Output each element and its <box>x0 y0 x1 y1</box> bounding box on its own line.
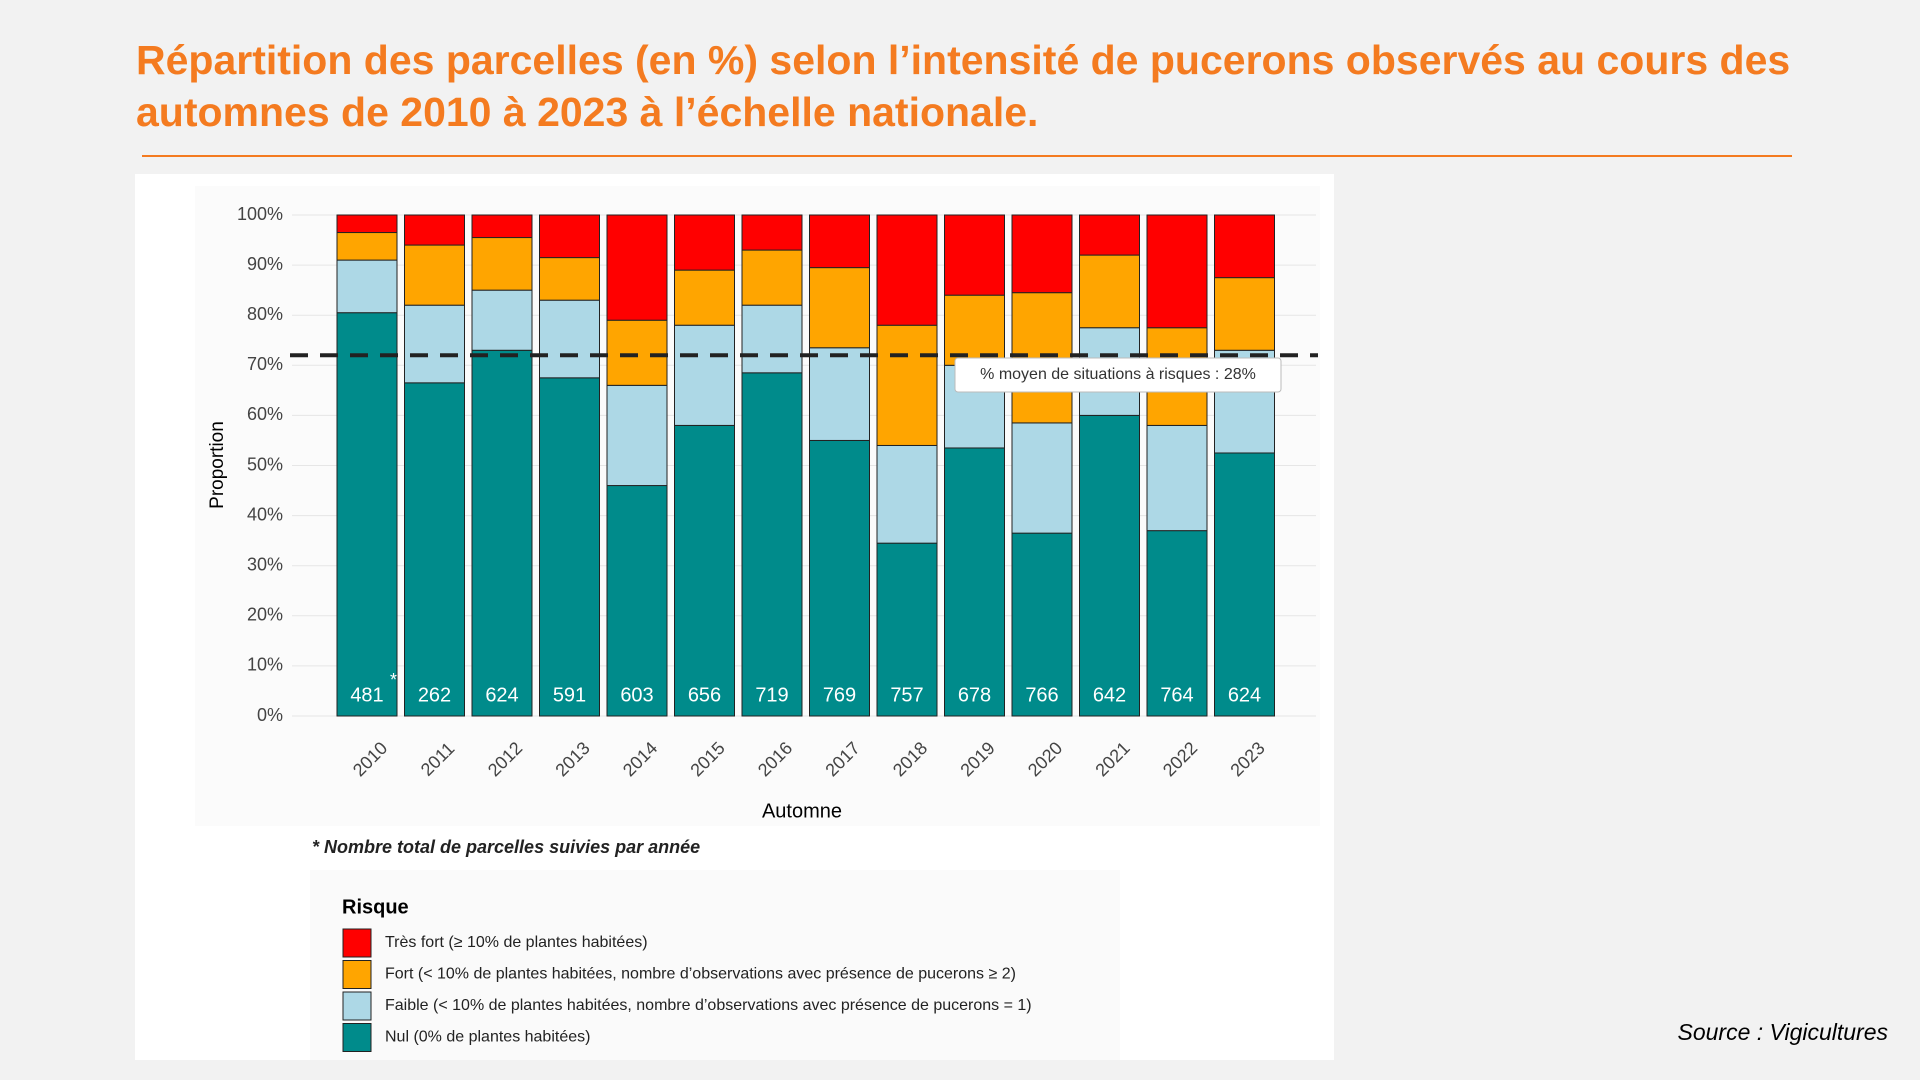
legend-swatch <box>342 991 372 1021</box>
legend-label: Fort (< 10% de plantes habitées, nombre … <box>385 966 1016 983</box>
y-tick-label: 50% <box>247 454 283 474</box>
y-tick-label: 100% <box>237 204 283 224</box>
bar-segment <box>336 214 398 234</box>
bar-segment <box>1079 414 1140 717</box>
legend-title: Risque <box>342 896 409 918</box>
count-label: 262 <box>418 684 451 706</box>
bar-segment <box>944 214 1005 296</box>
bar-segment <box>606 214 668 321</box>
legend-box <box>310 870 1120 1060</box>
annotation: % moyen de situations à risques : 28% <box>980 366 1256 383</box>
legend-label: Très fort (≥ 10% de plantes habitées) <box>385 934 648 951</box>
bar-segment <box>876 324 938 446</box>
bar-segment <box>606 485 668 717</box>
count-label: 481 <box>350 684 383 706</box>
count-label: 591 <box>553 684 586 706</box>
count-label: 678 <box>958 684 991 706</box>
legend-swatch <box>342 960 372 989</box>
bar-segment <box>809 347 870 441</box>
bar-segment <box>876 214 938 326</box>
y-tick-label: 30% <box>247 554 283 574</box>
bar-segment <box>809 214 870 269</box>
y-tick-label: 90% <box>247 254 283 274</box>
count-label: 769 <box>823 684 856 706</box>
count-label: 764 <box>1160 684 1193 706</box>
y-tick-label: 80% <box>247 304 283 324</box>
bar-segment <box>539 257 600 301</box>
annotation-box <box>954 357 1282 393</box>
bar-segment <box>674 214 735 271</box>
bar-segment <box>741 304 803 374</box>
bar-segment <box>404 214 465 246</box>
bar-segment <box>1011 214 1073 294</box>
count-label: 719 <box>755 684 788 706</box>
bar-segment <box>471 289 533 351</box>
bar-segment <box>876 542 938 717</box>
bar-segment <box>674 269 735 326</box>
y-tick-label: 0% <box>257 705 283 725</box>
y-tick-label: 20% <box>247 605 283 625</box>
bar-segment <box>1146 424 1208 532</box>
bar-segment <box>471 214 533 239</box>
bar-segment <box>336 312 398 717</box>
count-label: 624 <box>1228 684 1261 706</box>
y-tick-label: 10% <box>247 655 283 675</box>
bar-segment <box>471 349 533 717</box>
y-tick-label: 60% <box>247 404 283 424</box>
bar-segment <box>1214 452 1275 717</box>
bar-segment <box>1011 422 1073 534</box>
bar-segment <box>1214 214 1275 279</box>
bar-segment <box>674 324 735 426</box>
bar-segment <box>404 244 465 306</box>
bar-segment <box>539 299 600 379</box>
count-label: 757 <box>890 684 923 706</box>
bar-segment <box>1079 254 1140 329</box>
bar-segment <box>471 237 533 291</box>
bar-segment <box>1079 214 1140 256</box>
bar-segment <box>539 377 600 717</box>
y-tick-label: 40% <box>247 504 283 524</box>
legend-label: Faible (< 10% de plantes habitées, nombr… <box>385 997 1032 1014</box>
bar-segment <box>336 259 398 314</box>
bar-segment <box>1146 530 1208 717</box>
count-note: * <box>390 670 397 690</box>
bar-segment <box>1146 214 1208 329</box>
bar-segment <box>404 304 465 384</box>
bar-segment <box>606 319 668 386</box>
footnote: * Nombre total de parcelles suivies par … <box>312 837 700 857</box>
legend-swatch <box>342 928 372 958</box>
count-label: 642 <box>1093 684 1126 706</box>
bar-segment <box>539 214 600 259</box>
bar-segment <box>876 444 938 544</box>
count-label: 656 <box>688 684 721 706</box>
bar-segment <box>1214 277 1275 351</box>
bar-segment <box>741 249 803 306</box>
bar-segment <box>1011 532 1073 717</box>
count-label: 766 <box>1025 684 1058 706</box>
legend-label: Nul (0% de plantes habitées) <box>385 1029 590 1046</box>
bar-segment <box>404 382 465 717</box>
legend-swatch <box>342 1023 372 1052</box>
y-axis-label: Proportion <box>207 421 228 509</box>
bar-segment <box>809 439 870 717</box>
y-tick-label: 70% <box>247 354 283 374</box>
count-label: 624 <box>485 684 518 706</box>
bar-segment <box>944 447 1005 717</box>
bar-segment <box>741 372 803 717</box>
bar-segment <box>674 424 735 717</box>
bar-segment <box>809 267 870 349</box>
bar-segment <box>606 384 668 487</box>
source: Source : Vigicultures <box>1677 1019 1888 1045</box>
bar-segment <box>741 214 803 251</box>
count-label: 603 <box>620 684 653 706</box>
x-axis-label: Automne <box>762 800 842 822</box>
bar-segment <box>336 232 398 261</box>
slide-title: Répartition des parcelles (en %) selon l… <box>136 37 1791 135</box>
